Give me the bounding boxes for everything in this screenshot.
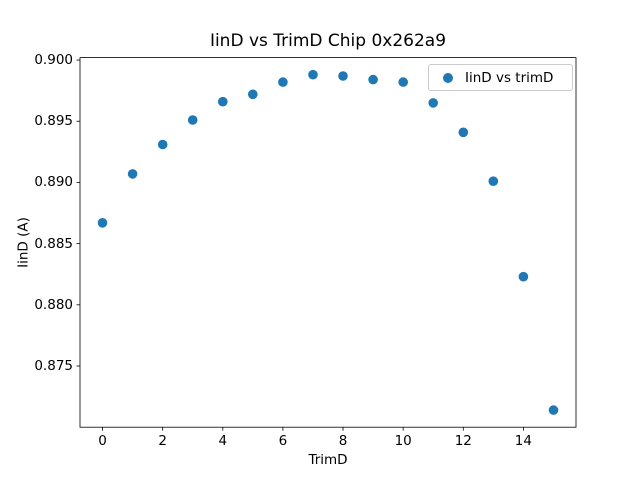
y-tick-label: 0.875 bbox=[34, 358, 73, 374]
data-point bbox=[278, 77, 288, 87]
x-tick-label: 4 bbox=[218, 433, 228, 449]
data-point bbox=[428, 98, 439, 108]
plot-area bbox=[79, 57, 577, 428]
x-axis-label: TrimD bbox=[308, 452, 348, 468]
y-tick-label: 0.880 bbox=[34, 296, 73, 313]
data-point bbox=[127, 169, 138, 179]
x-tick-label: 14 bbox=[514, 433, 532, 449]
x-tick-label: 10 bbox=[394, 433, 412, 449]
x-tick-label: 0 bbox=[98, 433, 107, 449]
data-point bbox=[97, 218, 108, 228]
x-tick-label: 6 bbox=[278, 433, 288, 449]
data-point bbox=[338, 71, 348, 81]
legend-series-label: IinD vs trimD bbox=[465, 69, 554, 86]
chart-title: IinD vs TrimD Chip 0x262a9 bbox=[209, 31, 447, 51]
data-point bbox=[248, 89, 258, 100]
data-point bbox=[488, 176, 499, 186]
y-tick-label: 0.900 bbox=[34, 52, 73, 68]
data-point bbox=[308, 69, 318, 80]
data-point bbox=[157, 139, 168, 150]
x-tick-label: 2 bbox=[158, 433, 167, 449]
x-tick-label: 8 bbox=[338, 433, 348, 449]
data-point bbox=[187, 115, 198, 125]
legend: IinD vs trimD bbox=[428, 64, 573, 91]
data-point bbox=[218, 96, 228, 107]
y-tick-label: 0.890 bbox=[34, 174, 73, 191]
y-tick-label: 0.895 bbox=[34, 113, 73, 130]
data-point bbox=[458, 127, 469, 138]
legend-marker-dot-icon bbox=[443, 72, 453, 83]
data-point bbox=[548, 405, 559, 415]
x-tick-label: 12 bbox=[454, 433, 472, 449]
data-point bbox=[518, 271, 529, 282]
y-tick-label: 0.885 bbox=[34, 235, 73, 252]
data-point bbox=[398, 77, 409, 87]
data-point bbox=[368, 74, 378, 85]
